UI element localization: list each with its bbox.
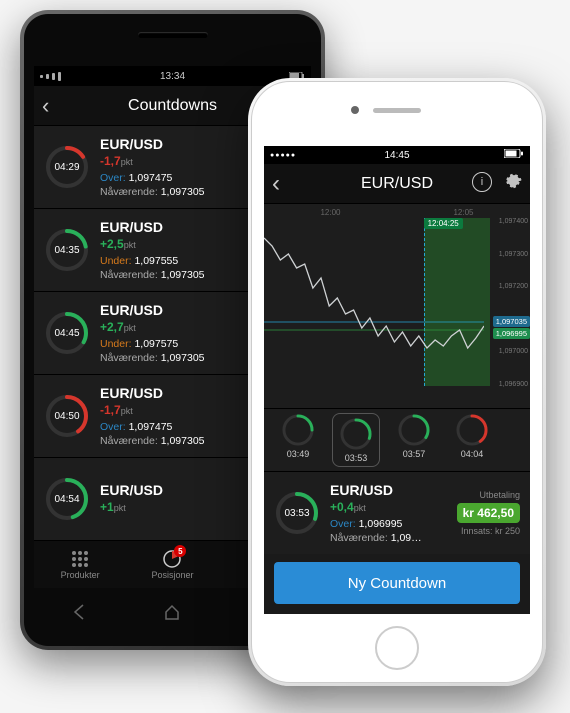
ios-statusbar: ●●●●● 14:45 xyxy=(264,146,530,164)
page-title: Countdowns xyxy=(128,97,217,115)
chart-y-axis: 1,0974001,0973001,0972001,0971001,097000… xyxy=(499,218,528,388)
position-details: EUR/USD +0,4pkt Over: 1,096995 Nåværende… xyxy=(330,482,447,544)
countdown-ring[interactable]: 04:04 xyxy=(448,413,496,467)
battery-icon xyxy=(504,149,524,161)
back-icon[interactable]: ‹ xyxy=(42,93,49,119)
position-payout: Utbetaling kr 462,50 Innsats: kr 250 xyxy=(457,490,520,536)
statusbar-time: 13:34 xyxy=(160,71,185,82)
back-icon[interactable]: ‹ xyxy=(272,170,280,198)
row-details: EUR/USD +2,5pkt Under: 1,097555 Nåværend… xyxy=(100,219,268,281)
position-timer-ring: 03:53 xyxy=(274,490,320,536)
price-tag-strike: 1,096995 xyxy=(493,328,530,339)
info-icon[interactable]: i xyxy=(472,172,492,192)
speaker-grille xyxy=(373,108,421,113)
timer-ring: 04:29 xyxy=(44,144,90,190)
ios-header: ‹ EUR/USD i xyxy=(264,164,530,204)
statusbar-time: 14:45 xyxy=(384,150,409,161)
timer-ring: 04:45 xyxy=(44,310,90,356)
countdown-ring[interactable]: 03:57 xyxy=(390,413,438,467)
tab-positions[interactable]: 5 Posisjoner xyxy=(126,541,218,588)
gear-icon[interactable] xyxy=(504,172,522,195)
row-details: EUR/USD -1,7pkt Over: 1,097475 Nåværende… xyxy=(100,136,268,198)
active-position-row[interactable]: 03:53 EUR/USD +0,4pkt Over: 1,096995 Nåv… xyxy=(264,472,530,554)
new-countdown-button[interactable]: Ny Countdown xyxy=(274,562,520,604)
home-button[interactable] xyxy=(375,626,419,670)
row-details: EUR/USD -1,7pkt Over: 1,097475 Nåværende… xyxy=(100,385,268,447)
timer-ring: 04:35 xyxy=(44,227,90,273)
row-details: EUR/USD +2,7pkt Under: 1,097575 Nåværend… xyxy=(100,302,268,364)
timer-ring: 04:54 xyxy=(44,476,90,522)
iphone-bezel: ●●●●● 14:45 ‹ EUR/USD i 12:00 xyxy=(251,81,543,683)
chart-time-axis: 12:00 12:05 xyxy=(264,204,530,217)
home-softkey-icon[interactable] xyxy=(163,603,181,621)
countdown-ring-row: 03:49 03:53 03:57 04:04 xyxy=(264,408,530,472)
iphone-frame: ●●●●● 14:45 ‹ EUR/USD i 12:00 xyxy=(248,78,546,686)
countdown-ring[interactable]: 03:49 xyxy=(274,413,322,467)
page-title: EUR/USD xyxy=(361,175,433,193)
grid-icon xyxy=(71,550,89,568)
signal-icon xyxy=(34,66,67,86)
speaker-grille xyxy=(138,32,208,38)
chart-line xyxy=(264,218,484,386)
iphone-screen: ●●●●● 14:45 ‹ EUR/USD i 12:00 xyxy=(264,146,530,614)
back-softkey-icon[interactable] xyxy=(71,603,89,621)
carrier-dots: ●●●●● xyxy=(270,152,296,159)
price-tag-current: 1,097035 xyxy=(493,316,530,327)
price-chart[interactable]: 12:00 12:05 12:04:25 1,0974001,0973001,0… xyxy=(264,204,530,408)
positions-badge: 5 xyxy=(174,545,186,557)
countdown-ring[interactable]: 03:53 xyxy=(332,413,380,467)
front-camera xyxy=(351,106,359,114)
timer-ring: 04:50 xyxy=(44,393,90,439)
tab-products[interactable]: Produkter xyxy=(34,541,126,588)
